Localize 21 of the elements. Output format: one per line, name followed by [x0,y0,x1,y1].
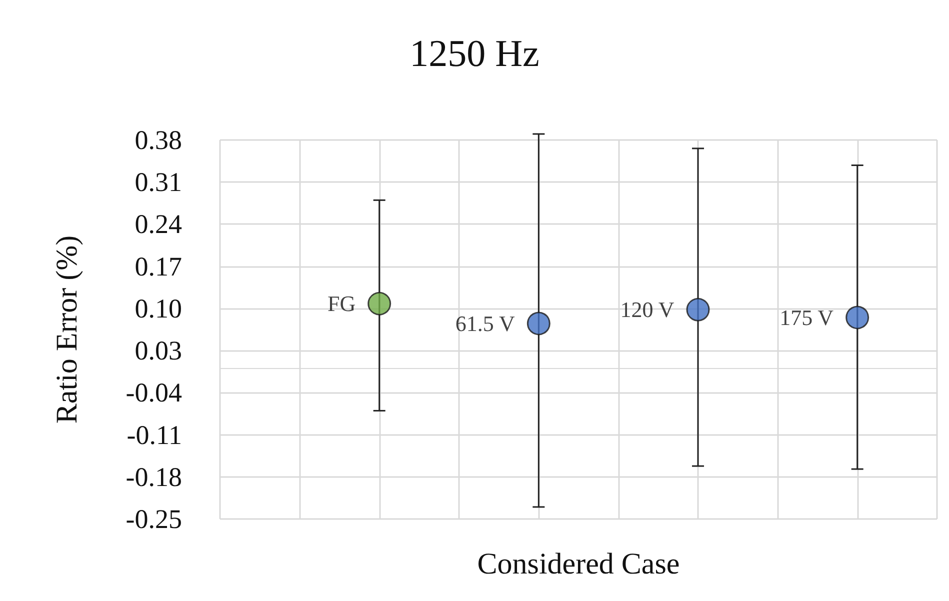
series-label: FG [327,291,356,316]
y-tick-label: 0.38 [134,125,182,155]
y-axis-title: Ratio Error (%) [50,235,84,424]
point [526,312,550,336]
series-label: 175 V [780,304,834,330]
y-tick-label: 0.17 [134,251,182,282]
x-axis-title: Considered Case [477,548,680,580]
y-tick-label: -0.11 [126,420,182,450]
y-tick-label: 0.31 [134,167,182,198]
y-tick-label: 0.24 [134,209,182,240]
series-label: 120 V [620,297,674,322]
point [846,306,870,330]
y-tick-label: -0.25 [126,504,182,534]
y-tick-label: -0.18 [126,462,182,492]
series-label: 61.5 V [455,310,516,336]
point [368,292,392,316]
chart-title: 1250 Hz [410,33,540,75]
y-tick-label: -0.04 [126,378,182,408]
point [686,298,710,322]
y-tick-label: 0.03 [134,336,182,366]
y-tick-label: 0.10 [134,293,182,324]
